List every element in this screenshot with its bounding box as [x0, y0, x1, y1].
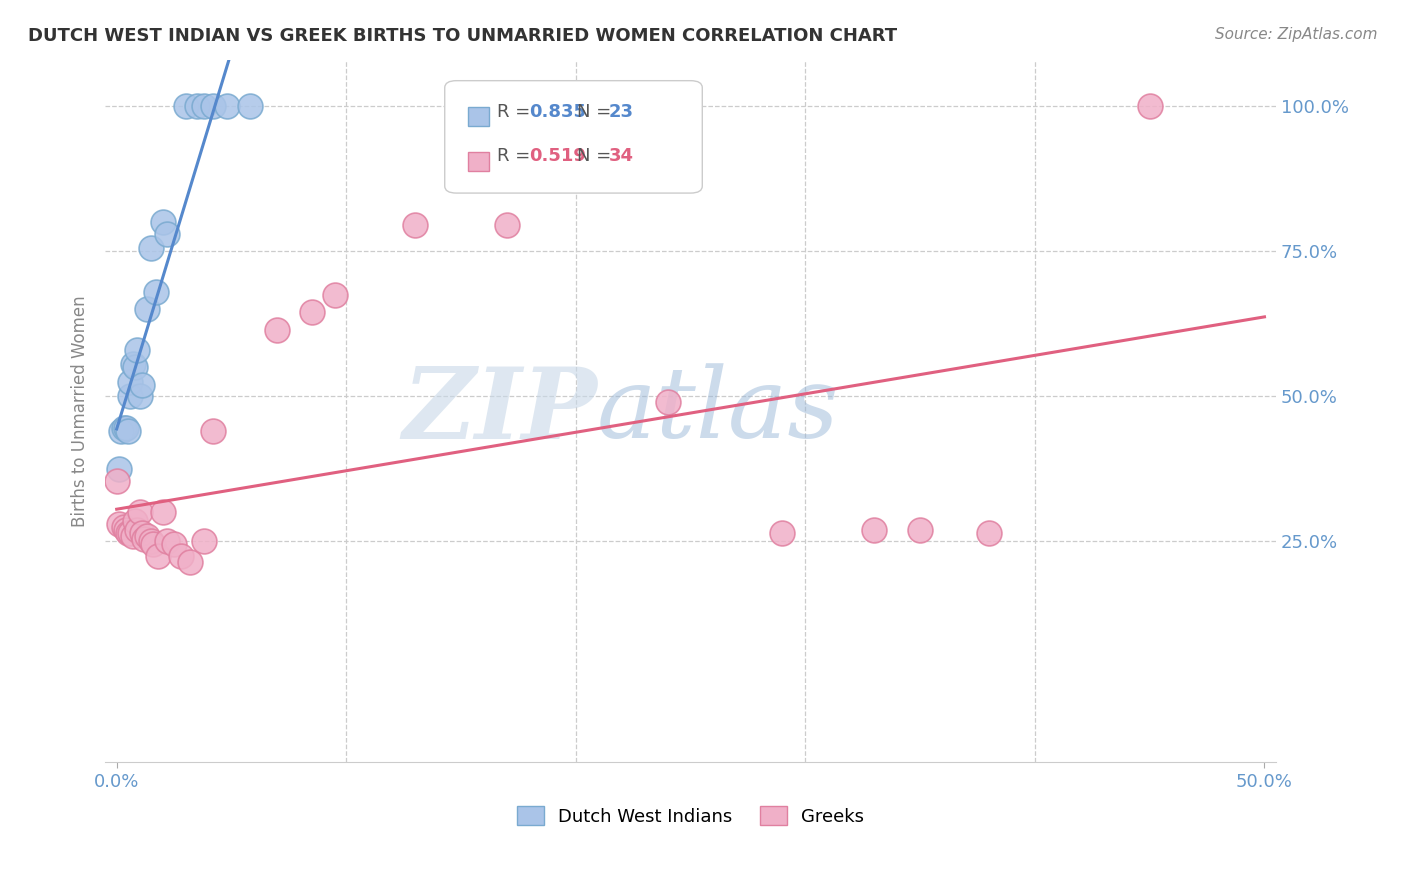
FancyBboxPatch shape: [468, 107, 489, 127]
FancyBboxPatch shape: [444, 80, 702, 193]
Point: [863, 523, 886, 537]
Point: [108, 517, 131, 532]
Point: [908, 523, 931, 537]
Point: [112, 520, 135, 534]
Text: 0.835: 0.835: [529, 103, 586, 120]
Point: [202, 424, 225, 438]
Text: ZIP: ZIP: [402, 363, 598, 459]
Point: [134, 532, 156, 546]
Point: [142, 537, 165, 551]
Point: [770, 525, 793, 540]
Text: Source: ZipAtlas.com: Source: ZipAtlas.com: [1215, 27, 1378, 42]
Point: [202, 99, 225, 113]
Point: [127, 343, 149, 357]
Point: [139, 241, 162, 255]
Y-axis label: Births to Unmarried Women: Births to Unmarried Women: [72, 295, 89, 526]
Point: [239, 99, 262, 113]
Point: [115, 421, 138, 435]
Point: [117, 525, 139, 540]
Point: [404, 218, 426, 232]
Text: 34: 34: [609, 147, 634, 165]
Point: [121, 529, 143, 543]
Point: [139, 534, 162, 549]
Point: [120, 525, 142, 540]
Text: N =: N =: [576, 103, 617, 120]
Point: [128, 506, 150, 520]
Point: [131, 525, 153, 540]
Point: [127, 523, 149, 537]
Point: [120, 389, 142, 403]
Point: [174, 99, 197, 113]
Point: [496, 218, 519, 232]
Point: [193, 534, 215, 549]
Text: N =: N =: [576, 147, 617, 165]
Point: [657, 395, 679, 409]
Point: [301, 305, 323, 319]
Point: [266, 322, 288, 336]
Point: [156, 227, 179, 241]
Point: [124, 360, 146, 375]
Point: [108, 462, 131, 476]
Point: [179, 555, 201, 569]
Point: [1139, 99, 1161, 113]
Point: [121, 358, 143, 372]
Point: [193, 99, 215, 113]
Point: [115, 523, 138, 537]
Text: R =: R =: [498, 147, 537, 165]
Point: [112, 421, 135, 435]
Point: [323, 287, 346, 301]
Point: [163, 537, 186, 551]
Point: [120, 375, 142, 389]
Point: [128, 389, 150, 403]
Point: [135, 302, 157, 317]
Point: [117, 424, 139, 438]
Text: DUTCH WEST INDIAN VS GREEK BIRTHS TO UNMARRIED WOMEN CORRELATION CHART: DUTCH WEST INDIAN VS GREEK BIRTHS TO UNM…: [28, 27, 897, 45]
Point: [156, 534, 179, 549]
Point: [124, 514, 146, 528]
Legend: Dutch West Indians, Greeks: Dutch West Indians, Greeks: [509, 799, 872, 833]
Text: atlas: atlas: [598, 363, 839, 458]
Point: [977, 525, 1000, 540]
Point: [215, 99, 238, 113]
Point: [146, 549, 169, 563]
Point: [186, 99, 208, 113]
Text: 0.519: 0.519: [529, 147, 586, 165]
Point: [170, 549, 193, 563]
Point: [145, 285, 167, 299]
Point: [131, 377, 153, 392]
FancyBboxPatch shape: [468, 152, 489, 170]
Point: [152, 215, 174, 229]
Point: [135, 529, 157, 543]
Point: [152, 506, 174, 520]
Point: [110, 424, 132, 438]
Text: R =: R =: [498, 103, 537, 120]
Text: 23: 23: [609, 103, 634, 120]
Point: [105, 474, 128, 488]
